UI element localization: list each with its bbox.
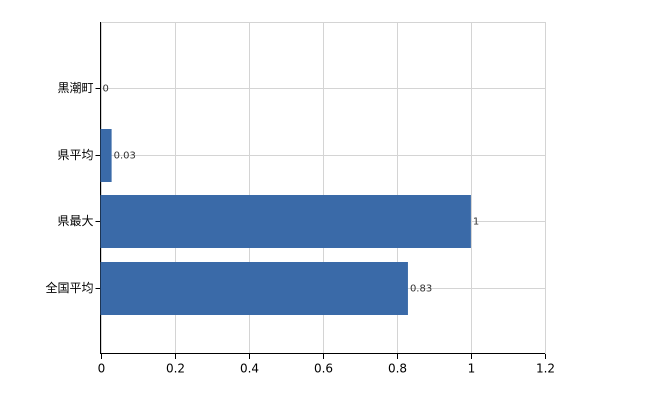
x-tick-label: 1 bbox=[468, 362, 476, 376]
value-label: 0.03 bbox=[114, 151, 136, 162]
value-label: 0.83 bbox=[410, 284, 432, 295]
bar bbox=[100, 262, 408, 315]
x-tick-label: 0.6 bbox=[314, 362, 333, 376]
x-tick-label: 0.2 bbox=[166, 362, 185, 376]
bar bbox=[100, 195, 471, 248]
x-tick-label: 0 bbox=[98, 362, 106, 376]
y-tick-label: 県最大 bbox=[57, 214, 93, 228]
y-tick-label: 黒潮町 bbox=[57, 80, 93, 95]
x-tick-label: 1.2 bbox=[536, 362, 555, 376]
y-tick-label: 県平均 bbox=[57, 148, 93, 162]
bar bbox=[100, 129, 112, 182]
value-label: 1 bbox=[473, 217, 479, 228]
x-tick-label: 0.4 bbox=[240, 362, 259, 376]
x-tick-label: 0.8 bbox=[388, 362, 407, 376]
y-tick-label: 全国平均 bbox=[45, 280, 93, 295]
value-label: 0 bbox=[103, 84, 109, 95]
